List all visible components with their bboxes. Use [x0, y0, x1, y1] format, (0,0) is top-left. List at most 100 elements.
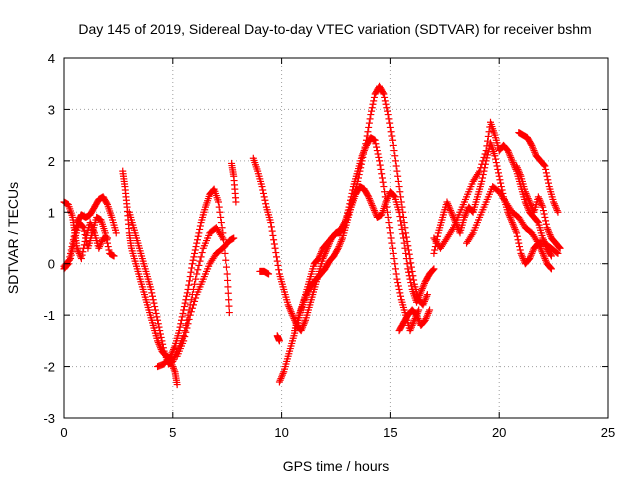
data-point [185, 277, 193, 285]
data-point [544, 225, 552, 233]
data-point [333, 246, 341, 254]
data-point [387, 128, 395, 136]
data-point [159, 344, 167, 352]
data-point [182, 296, 190, 304]
data-point [368, 107, 376, 115]
data-point [302, 291, 310, 299]
data-point [543, 172, 551, 180]
data-point [370, 97, 378, 105]
data-point [334, 244, 342, 252]
data-point [149, 296, 157, 304]
data-point [420, 299, 428, 307]
data-point [368, 201, 376, 209]
data-point [522, 189, 530, 197]
data-point [526, 200, 534, 208]
x-tick-label: 15 [383, 425, 397, 440]
data-point [218, 224, 226, 232]
data-point [419, 283, 427, 291]
data-point [191, 297, 199, 305]
data-point [398, 225, 406, 233]
data-point [78, 222, 86, 230]
y-tick-label: 3 [48, 102, 55, 117]
data-point [405, 272, 413, 280]
data-point [481, 150, 489, 158]
data-point [386, 224, 394, 232]
data-point [193, 270, 201, 278]
data-point [415, 293, 423, 301]
data-point [366, 196, 374, 204]
data-point [371, 208, 379, 216]
data-point [512, 227, 520, 235]
data-point [484, 137, 492, 145]
data-point [170, 366, 178, 374]
data-point [389, 244, 397, 252]
data-point [96, 243, 104, 251]
data-point [157, 333, 165, 341]
data-point [365, 123, 373, 131]
data-point [183, 324, 191, 332]
data-point [475, 169, 483, 177]
series-track-h [228, 159, 240, 206]
data-point [316, 251, 324, 259]
data-point [448, 225, 456, 233]
data-point [391, 157, 399, 165]
data-point [485, 128, 493, 136]
plot-frame [63, 57, 609, 419]
data-point [185, 281, 193, 289]
data-point [188, 260, 196, 268]
data-point [362, 143, 370, 151]
data-point [537, 200, 545, 208]
data-point [428, 267, 436, 275]
data-point [170, 345, 178, 353]
data-point [170, 344, 178, 352]
data-point [510, 222, 518, 230]
data-point [415, 291, 423, 299]
data-point [538, 201, 546, 209]
data-point [376, 161, 384, 169]
data-point [183, 292, 191, 300]
series-track-f [154, 185, 233, 371]
data-point [275, 378, 283, 386]
data-point [390, 255, 398, 263]
data-point [448, 210, 456, 218]
data-point [392, 162, 400, 170]
data-point [546, 263, 554, 271]
data-point [151, 306, 159, 314]
data-point [317, 249, 325, 257]
data-point [419, 301, 427, 309]
data-point [414, 315, 422, 323]
data-point [545, 229, 553, 237]
data-point [424, 309, 432, 317]
data-point [516, 246, 524, 254]
data-point [423, 291, 431, 299]
data-point [468, 207, 476, 215]
data-point [516, 243, 524, 251]
data-point [425, 308, 433, 316]
data-point [534, 218, 542, 226]
data-point [271, 244, 279, 252]
data-point [533, 217, 541, 225]
data-point [67, 251, 75, 259]
data-point [534, 193, 542, 201]
data-point [545, 179, 553, 187]
data-point [468, 231, 476, 239]
data-point [539, 249, 547, 257]
data-point [173, 381, 181, 389]
data-point [261, 196, 269, 204]
data-point [367, 111, 375, 119]
data-point [423, 292, 431, 300]
data-point [337, 237, 345, 245]
data-point [514, 165, 522, 173]
data-point [504, 147, 512, 155]
data-point [65, 256, 73, 264]
data-point [400, 239, 408, 247]
data-point [191, 249, 199, 257]
data-point [170, 364, 178, 372]
data-point [403, 260, 411, 268]
data-point [273, 253, 281, 261]
data-point [389, 136, 397, 144]
data-point [81, 231, 89, 239]
data-point [74, 246, 82, 254]
data-point [461, 212, 469, 220]
data-point [539, 160, 547, 168]
